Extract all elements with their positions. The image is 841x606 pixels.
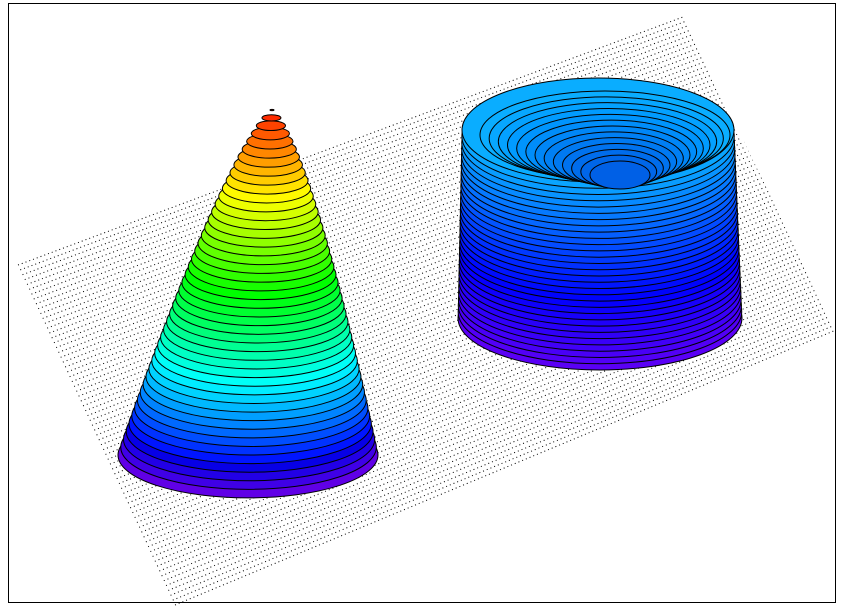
- right-crater: [457, 77, 743, 371]
- grid-line: [120, 222, 784, 489]
- grid-line: [80, 141, 745, 402]
- grid-line: [103, 186, 767, 451]
- grid-line: [96, 173, 760, 436]
- grid-line: [105, 190, 769, 455]
- grid-line: [118, 217, 782, 485]
- grid-line: [107, 195, 771, 460]
- grid-line: [114, 208, 778, 475]
- grid-line: [85, 150, 749, 412]
- grid-line: [163, 307, 826, 582]
- contour-slice: [255, 120, 287, 132]
- contour-slice: [269, 108, 275, 112]
- grid-line: [116, 213, 780, 480]
- grid-line: [89, 159, 754, 421]
- grid-line: [123, 226, 786, 494]
- grid-line: [87, 155, 751, 417]
- grid-line: [94, 168, 758, 431]
- grid-line: [100, 181, 765, 446]
- grid-line: [82, 146, 747, 407]
- bowl-contour: [589, 160, 651, 190]
- contour-slice: [261, 114, 282, 122]
- grid-line: [172, 325, 835, 601]
- grid-line: [170, 320, 832, 596]
- grid-line: [125, 231, 789, 499]
- grid-line: [109, 199, 773, 465]
- grid-line: [165, 311, 828, 587]
- grid-line: [78, 137, 743, 397]
- grid-line: [112, 204, 775, 470]
- left-peak: [117, 108, 379, 499]
- grid-line: [98, 177, 762, 441]
- grid-line: [174, 329, 837, 606]
- grid-line: [91, 164, 756, 426]
- grid-line: [168, 316, 830, 591]
- grid-line: [127, 235, 791, 504]
